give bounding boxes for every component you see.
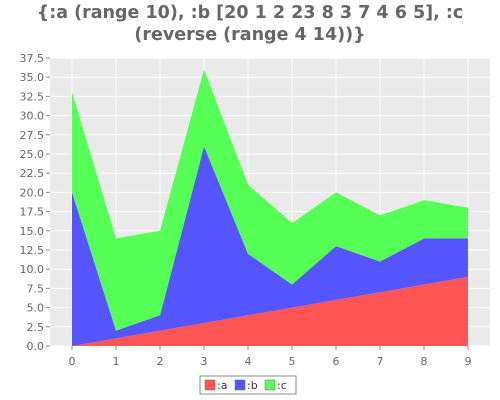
y-tick-label: 2.5 — [27, 321, 45, 334]
x-tick-label: 8 — [421, 355, 428, 368]
x-tick-label: 6 — [333, 355, 340, 368]
legend-swatch — [234, 379, 246, 391]
y-tick-label: 12.5 — [20, 244, 45, 257]
y-tick-label: 7.5 — [27, 282, 45, 295]
legend-label: :a — [217, 379, 227, 392]
legend-swatch — [264, 379, 276, 391]
legend-label: :c — [277, 379, 287, 392]
x-tick-label: 2 — [157, 355, 164, 368]
y-tick-label: 27.5 — [20, 129, 45, 142]
x-tick-label: 5 — [289, 355, 296, 368]
x-tick-label: 7 — [377, 355, 384, 368]
axes: 0.0 2.5 5.0 7.5 10.0 12.5 15.0 17.5 20.0 22.5 25.0… — [20, 52, 472, 368]
y-tick-label: 25.0 — [20, 148, 45, 161]
y-tick-label: 0.0 — [27, 340, 45, 353]
y-tick-label: 10.0 — [20, 263, 45, 276]
x-tick-label: 9 — [465, 355, 472, 368]
y-tick-label: 22.5 — [20, 167, 45, 180]
y-tick-label: 20.0 — [20, 186, 45, 199]
x-tick-label: 1 — [113, 355, 120, 368]
y-tick-label: 17.5 — [20, 206, 45, 219]
chart-title: {:a (range 10), :b [20 1 2 23 8 3 7 4 6 … — [0, 2, 500, 46]
y-tick-label: 30.0 — [20, 110, 45, 123]
chart-title-line-2: (reverse (range 4 14))} — [134, 25, 366, 45]
y-tick-label: 35.0 — [20, 71, 45, 84]
legend-swatch — [204, 379, 216, 391]
y-tick-label: 15.0 — [20, 225, 45, 238]
legend: :a :b :c — [199, 375, 297, 395]
x-tick-label: 3 — [201, 355, 208, 368]
legend-label: :b — [247, 379, 258, 392]
series-area-3 — [72, 69, 468, 331]
x-tick-label: 0 — [69, 355, 76, 368]
x-tick-label: 4 — [245, 355, 252, 368]
y-tick-label: 5.0 — [27, 302, 45, 315]
series-area-2 — [72, 146, 468, 346]
chart-title-line-1: {:a (range 10), :b [20 1 2 23 8 3 7 4 6 … — [36, 3, 464, 23]
y-tick-label: 32.5 — [20, 90, 45, 103]
series-areas — [72, 69, 468, 346]
y-tick-label: 37.5 — [20, 52, 45, 65]
